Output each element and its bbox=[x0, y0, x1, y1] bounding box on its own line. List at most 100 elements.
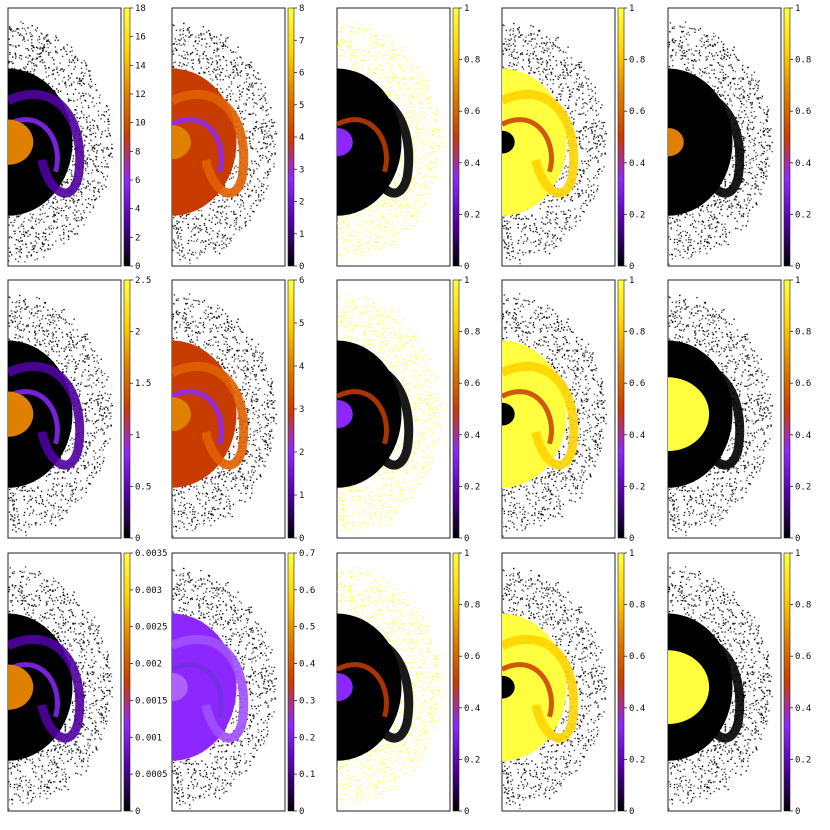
heatmap-field bbox=[502, 22, 608, 265]
panel-r2c3: 0 0.2 0.4 0.6 0.8 1 bbox=[336, 276, 480, 544]
colorbar bbox=[783, 7, 791, 267]
colorbar-tick-label: 0.8 bbox=[629, 601, 645, 611]
colorbar-tick-label: 0 bbox=[629, 262, 634, 272]
colorbar-tick-label: 0.2 bbox=[629, 482, 645, 492]
colorbar-tick-label: 0.8 bbox=[795, 328, 811, 338]
colorbar-tick-label: 0 bbox=[135, 534, 140, 544]
colorbar-tick-label: 18 bbox=[135, 4, 146, 14]
colorbar-tick-label: 0.5 bbox=[135, 482, 151, 492]
panel-r2c4: 0 0.2 0.4 0.6 0.8 1 bbox=[501, 276, 645, 544]
colorbar-tick-label: 0.7 bbox=[299, 549, 315, 559]
colorbar bbox=[123, 552, 131, 812]
colorbar bbox=[123, 7, 131, 267]
colorbar bbox=[287, 552, 295, 812]
colorbar-tick-label: 0.8 bbox=[629, 56, 645, 66]
colorbar-tick-label: 4 bbox=[299, 133, 304, 143]
colorbar-tick-label: 1.5 bbox=[135, 379, 151, 389]
colorbar-tick-label: 0.0035 bbox=[135, 549, 168, 559]
colorbar-tick-label: 0 bbox=[795, 534, 800, 544]
panel-r3c2: 0 0.1 0.2 0.3 0.4 0.5 0.6 0.7 bbox=[171, 549, 315, 817]
colorbar-tick-label: 2 bbox=[135, 233, 140, 243]
colorbar-tick-label: 2 bbox=[299, 448, 304, 458]
colorbar-tick-label: 0.4 bbox=[629, 159, 645, 169]
heatmap-field bbox=[668, 294, 774, 537]
panel-r1c4: 0 0.2 0.4 0.6 0.8 1 bbox=[501, 4, 645, 272]
heatmap-field bbox=[337, 21, 442, 265]
heatmap-field bbox=[337, 294, 443, 537]
colorbar bbox=[783, 552, 791, 812]
heatmap-field bbox=[668, 566, 773, 810]
colorbar-tick-label: 0.2 bbox=[464, 755, 480, 765]
colorbar-tick-label: 0.8 bbox=[464, 328, 480, 338]
panel-r3c4: 0 0.2 0.4 0.6 0.8 1 bbox=[501, 549, 645, 817]
colorbar bbox=[783, 279, 791, 539]
colorbar-tick-label: 0.2 bbox=[464, 210, 480, 220]
colorbar-tick-label: 16 bbox=[135, 33, 146, 43]
colorbar-tick-label: 10 bbox=[135, 119, 146, 129]
panel-r2c2: 0 1 2 3 4 5 6 bbox=[171, 276, 304, 544]
colorbar-tick-label: 0 bbox=[299, 807, 304, 817]
heatmap-field bbox=[502, 567, 608, 810]
panel-r1c1: 0 2 4 6 8 10 12 14 16 18 bbox=[7, 4, 146, 272]
panel-r1c5: 0 0.2 0.4 0.6 0.8 1 bbox=[667, 4, 811, 272]
colorbar-tick-label: 0 bbox=[464, 534, 469, 544]
colorbar-tick-label: 0.6 bbox=[629, 652, 645, 662]
colorbar-tick-label: 0 bbox=[795, 807, 800, 817]
colorbar-tick-label: 8 bbox=[135, 147, 140, 157]
colorbar-tick-label: 2 bbox=[299, 198, 304, 208]
colorbar-tick-label: 0.0015 bbox=[135, 696, 168, 706]
heatmap-field bbox=[172, 22, 278, 265]
colorbar-tick-label: 0.6 bbox=[629, 379, 645, 389]
heatmap-field bbox=[172, 293, 277, 537]
colorbar-tick-label: 0.8 bbox=[629, 328, 645, 338]
heatmap-field bbox=[8, 21, 114, 263]
colorbar-tick-label: 1 bbox=[464, 549, 469, 559]
heatmap-field bbox=[8, 566, 113, 810]
colorbar-tick-label: 0.6 bbox=[795, 379, 811, 389]
colorbar-tick-label: 0.4 bbox=[795, 159, 811, 169]
heatmap-field bbox=[172, 567, 278, 810]
colorbar-tick-label: 0 bbox=[135, 807, 140, 817]
colorbar-tick-label: 1 bbox=[795, 549, 800, 559]
colorbar-tick-label: 0.002 bbox=[135, 660, 162, 670]
panel-r2c5: 0 0.2 0.4 0.6 0.8 1 bbox=[667, 276, 811, 544]
colorbar-tick-label: 0 bbox=[464, 262, 469, 272]
panel-r1c3: 0 0.2 0.4 0.6 0.8 1 bbox=[336, 4, 480, 272]
colorbar-tick-label: 7 bbox=[299, 36, 304, 46]
colorbar-tick-label: 1 bbox=[464, 276, 469, 286]
colorbar bbox=[617, 552, 625, 812]
colorbar-tick-label: 0 bbox=[135, 262, 140, 272]
colorbar-tick-label: 0.4 bbox=[795, 704, 811, 714]
colorbar-tick-label: 0.0005 bbox=[135, 770, 168, 780]
colorbar-tick-label: 6 bbox=[299, 69, 304, 79]
heatmap-field bbox=[8, 294, 114, 537]
panel-r3c3: 0 0.2 0.4 0.6 0.8 1 bbox=[336, 549, 480, 817]
colorbar-tick-label: 0.6 bbox=[629, 107, 645, 117]
colorbar-tick-label: 0 bbox=[299, 534, 304, 544]
colorbar bbox=[287, 279, 295, 539]
colorbar-tick-label: 0 bbox=[299, 262, 304, 272]
colorbar-tick-label: 3 bbox=[299, 165, 304, 175]
heatmap-field bbox=[502, 293, 607, 537]
colorbar-tick-label: 0.4 bbox=[464, 159, 480, 169]
colorbar-tick-label: 2 bbox=[135, 328, 140, 338]
colorbar-tick-label: 0.2 bbox=[299, 733, 315, 743]
colorbar-tick-label: 1 bbox=[629, 4, 634, 14]
colorbar-tick-label: 0.4 bbox=[299, 660, 315, 670]
colorbar-tick-label: 0.3 bbox=[299, 696, 315, 706]
colorbar-tick-label: 6 bbox=[299, 276, 304, 286]
colorbar-tick-label: 0.2 bbox=[629, 755, 645, 765]
colorbar-tick-label: 4 bbox=[135, 205, 140, 215]
colorbar bbox=[287, 7, 295, 267]
colorbar-tick-label: 0 bbox=[464, 807, 469, 817]
panel-r3c5: 0 0.2 0.4 0.6 0.8 1 bbox=[667, 549, 811, 817]
colorbar-tick-label: 8 bbox=[299, 4, 304, 14]
colorbar-tick-label: 0.4 bbox=[629, 431, 645, 441]
colorbar-tick-label: 0.4 bbox=[629, 704, 645, 714]
colorbar-tick-label: 0.2 bbox=[795, 755, 811, 765]
colorbar-tick-label: 0.8 bbox=[795, 56, 811, 66]
colorbar-tick-label: 0.003 bbox=[135, 586, 162, 596]
colorbar-tick-label: 0.6 bbox=[795, 652, 811, 662]
colorbar-tick-label: 0.6 bbox=[464, 652, 480, 662]
colorbar-tick-label: 0.2 bbox=[629, 210, 645, 220]
